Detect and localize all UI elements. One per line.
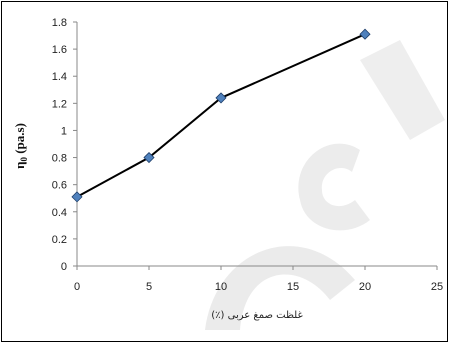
x-tick-label: 0 (74, 281, 80, 293)
x-axis-label: غلظت صمغ عربی (٪) (211, 310, 302, 321)
y-axis-ticks: 0 0.2 0.4 0.6 0.8 1 1.2 1.4 1.6 1.8 (52, 17, 77, 273)
data-point-marker (359, 28, 371, 40)
data-point-marker (71, 191, 83, 203)
data-series (71, 28, 371, 203)
y-tick-label: 0.8 (52, 153, 67, 165)
x-tick-label: 10 (215, 281, 227, 293)
y-tick-label: 0.4 (52, 207, 67, 219)
watermark-arc (205, 246, 355, 330)
y-axis-label: η0 (pa.s) (12, 123, 29, 169)
x-tick-label: 5 (146, 281, 152, 293)
y-tick-label: 0.2 (52, 234, 67, 246)
watermark-stroke-2 (298, 143, 370, 231)
y-tick-label: 1.4 (52, 71, 67, 83)
x-axis-ticks: 0 5 10 15 20 25 (74, 266, 443, 293)
y-tick-label: 1.8 (52, 17, 67, 29)
x-tick-label: 20 (359, 281, 371, 293)
x-tick-label: 25 (431, 281, 443, 293)
y-tick-label: 0.6 (52, 180, 67, 192)
data-point-marker (215, 92, 227, 104)
x-tick-label: 15 (287, 281, 299, 293)
watermark (205, 40, 445, 330)
y-tick-label: 1.6 (52, 44, 67, 56)
watermark-stroke (360, 40, 445, 140)
y-tick-label: 1 (61, 125, 67, 137)
y-tick-label: 1.2 (52, 98, 67, 110)
data-point-marker (143, 151, 155, 164)
series-line (76, 33, 366, 198)
y-tick-label: 0 (61, 261, 67, 273)
